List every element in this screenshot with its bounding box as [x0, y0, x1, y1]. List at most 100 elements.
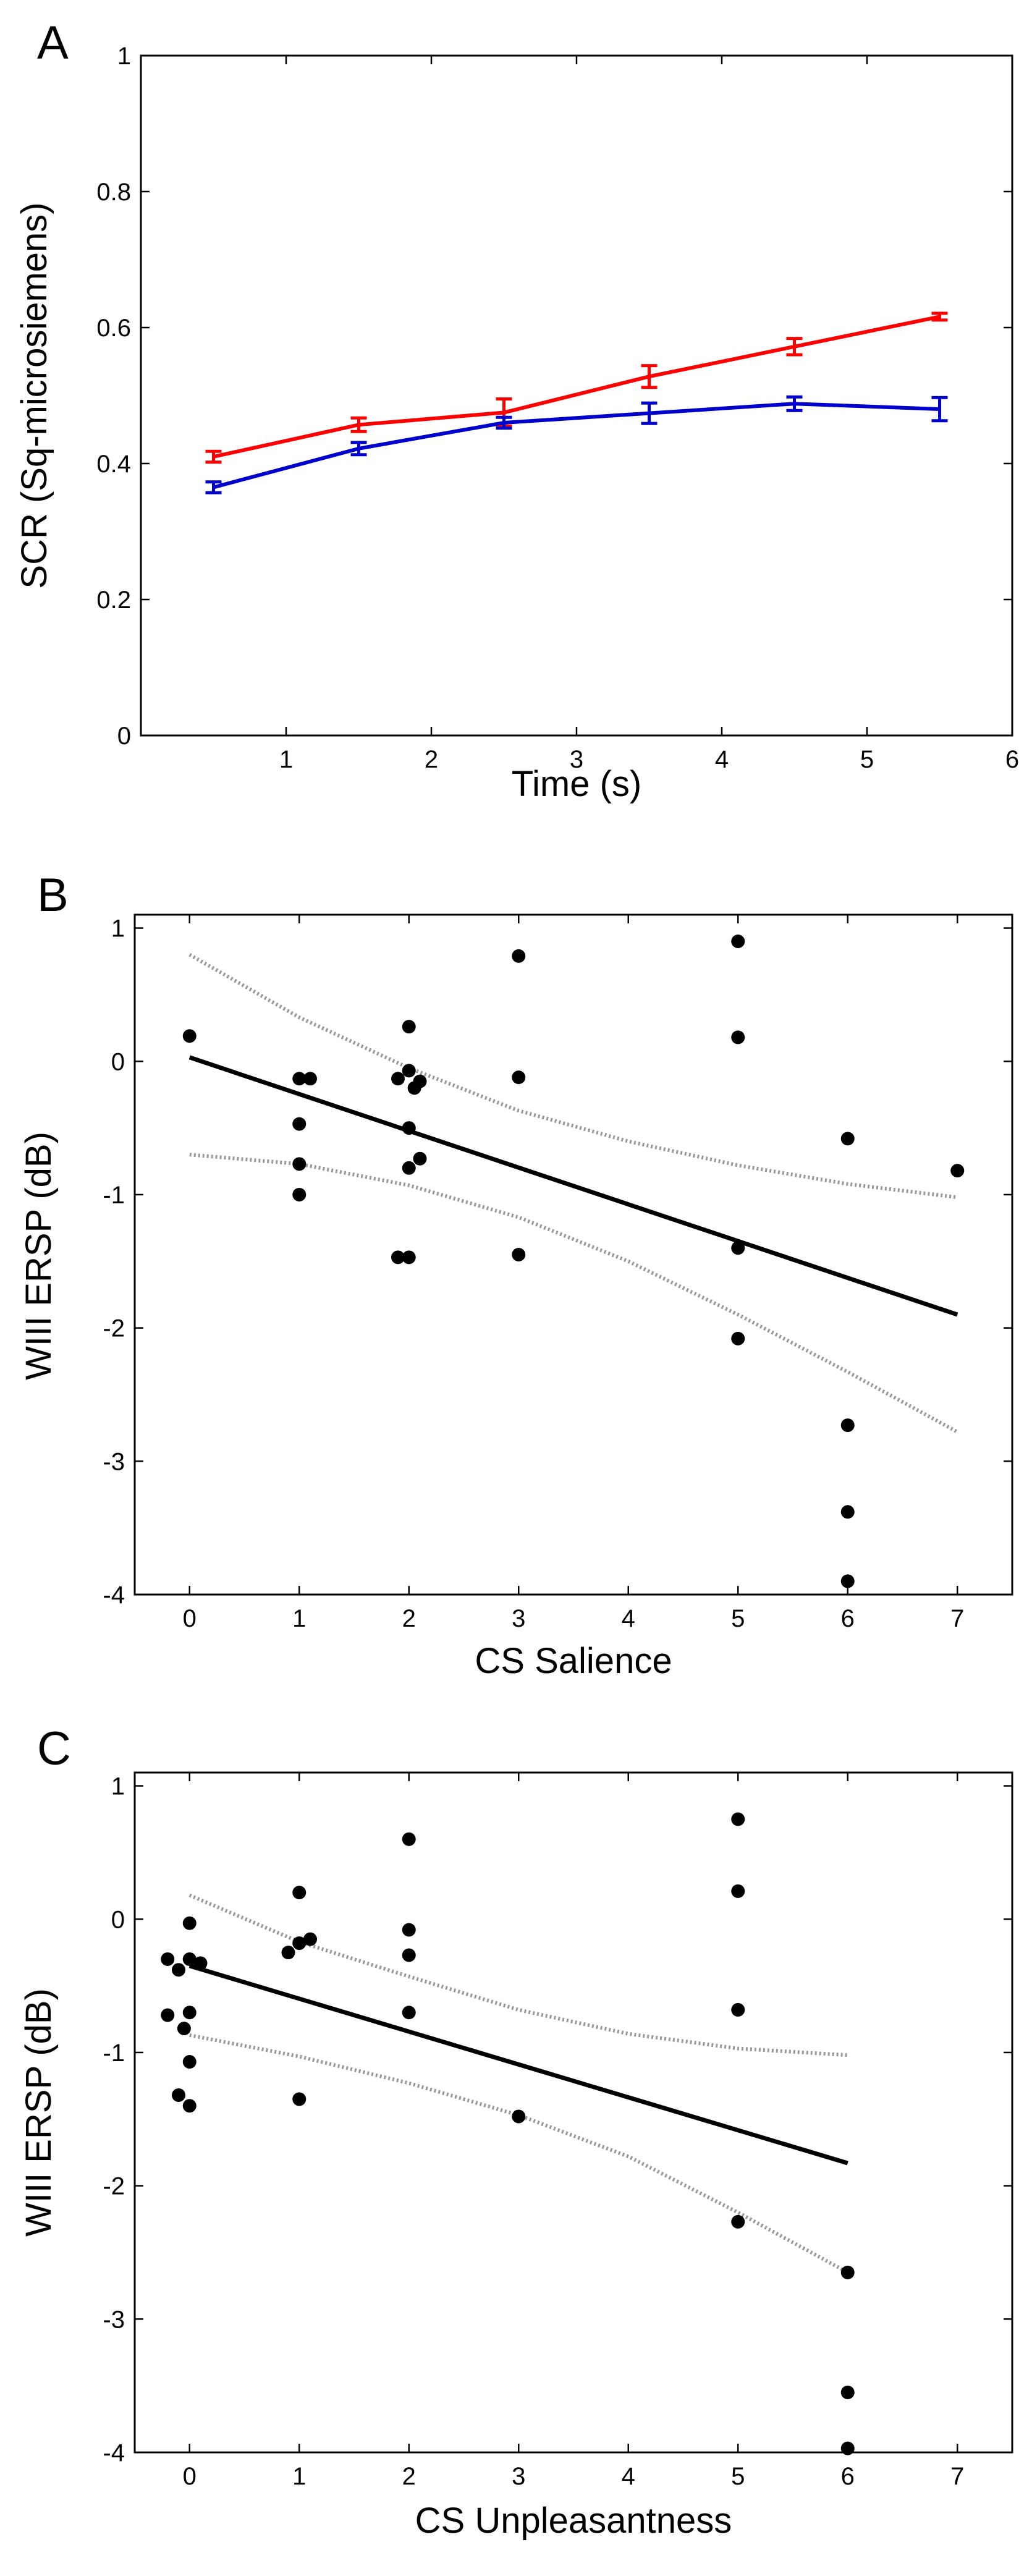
data-point — [172, 1963, 185, 1977]
data-point — [840, 1574, 855, 1588]
y-tick-label: 0.6 — [96, 315, 131, 342]
chart-a-svg: A 1 2 3 4 5 6 0 0.2 0.4 0.6 0.8 1 Time (s) SCR (Sq-… — [14, 17, 1019, 804]
x-tick-label: 1 — [292, 2463, 306, 2490]
y-tick-label: -3 — [103, 1448, 125, 1475]
data-point — [840, 1132, 855, 1146]
data-point — [512, 1248, 526, 1261]
y-tick-label: 0.2 — [96, 587, 131, 614]
x-tick-label: 0 — [183, 2463, 197, 2490]
data-point — [161, 2008, 175, 2022]
data-point — [182, 2006, 197, 2020]
y-tick-label: -3 — [103, 2306, 125, 2333]
data-point — [731, 2214, 745, 2229]
fit-c — [188, 1964, 848, 2166]
data-point — [172, 2088, 185, 2102]
panel-letter-b: B — [37, 869, 69, 922]
data-point — [292, 2092, 307, 2106]
ci-b — [188, 953, 958, 1434]
data-point — [292, 1886, 307, 1900]
error-bar-red — [931, 311, 948, 322]
data-point — [161, 1952, 175, 1966]
error-bar-blue — [641, 401, 658, 425]
ticks-b: 0 1 2 3 4 5 6 7 -4 -3 -2 -1 0 1 — [103, 915, 1012, 1632]
ci-lower-curve — [189, 2033, 849, 2274]
y-tick-label: 1 — [117, 43, 131, 70]
y-tick-label: 0 — [111, 1906, 125, 1933]
error-bar-blue — [350, 441, 367, 457]
data-point — [391, 1250, 405, 1265]
x-tick-label: 4 — [622, 2463, 635, 2490]
panel-a: A 1 2 3 4 5 6 0 0.2 0.4 0.6 0.8 1 Time (s) SCR (Sq-… — [0, 0, 1032, 860]
data-point — [182, 1029, 197, 1043]
x-tick-label: 3 — [570, 746, 583, 773]
regression-line — [188, 1055, 958, 1317]
data-point — [303, 1932, 317, 1946]
data-point — [731, 1884, 745, 1898]
data-point — [512, 1070, 526, 1085]
data-point — [182, 1952, 197, 1966]
data-point — [402, 1832, 416, 1846]
data-point — [402, 1121, 416, 1135]
data-point — [303, 1072, 317, 1086]
y-tick-label: -2 — [103, 1315, 125, 1342]
y-tick-label: 1 — [111, 1773, 125, 1800]
error-bar-red — [641, 364, 658, 389]
data-point — [840, 2385, 855, 2399]
data-point — [512, 949, 526, 963]
data-point — [840, 1418, 855, 1433]
data-point — [731, 1030, 745, 1044]
y-tick-label: -1 — [103, 2040, 125, 2067]
x-tick-label: 5 — [731, 2463, 745, 2490]
chart-b-svg: B 0 1 2 3 4 5 6 7 -4 -3 -2 -1 0 1 CS Salience WIII ER… — [19, 869, 1013, 1681]
error-bar-red — [786, 337, 803, 357]
error-bar-red — [350, 416, 367, 433]
data-point — [840, 2265, 855, 2279]
y-tick-label: -2 — [103, 2173, 125, 2200]
x-tick-label: 6 — [841, 2463, 855, 2490]
x-tick-label: 6 — [1005, 746, 1019, 773]
data-point — [840, 2441, 855, 2455]
data-point — [731, 1331, 745, 1345]
data-point — [292, 1936, 307, 1951]
y-axis-title-b: WIII ERSP (dB) — [19, 1132, 59, 1380]
x-tick-label: 6 — [841, 1605, 855, 1632]
data-point — [281, 1946, 295, 1960]
x-tick-label: 5 — [860, 746, 874, 773]
y-tick-label: -4 — [103, 2439, 125, 2467]
plot-frame-c — [133, 1771, 1013, 2454]
data-point — [413, 1074, 427, 1088]
data-point — [182, 2055, 197, 2069]
data-point — [402, 1250, 416, 1265]
x-tick-label: 7 — [950, 1605, 964, 1632]
y-tick-label: 0.4 — [96, 451, 131, 478]
ci-upper-curve — [188, 953, 958, 1200]
points-c — [161, 1812, 855, 2455]
x-axis-title-a: Time (s) — [512, 764, 641, 804]
data-point — [182, 1916, 197, 1930]
data-point — [182, 2099, 197, 2113]
data-point — [292, 1072, 307, 1086]
data-point — [731, 2002, 745, 2017]
error-bar-blue — [496, 415, 512, 430]
x-tick-label: 2 — [425, 746, 438, 773]
x-tick-label: 2 — [402, 1605, 416, 1632]
y-tick-label: 0 — [111, 1048, 125, 1075]
x-axis-title-b: CS Salience — [475, 1641, 672, 1681]
y-axis-title-c: WIII ERSP (dB) — [19, 1988, 59, 2237]
y-tick-label: -4 — [103, 1582, 125, 1609]
data-point — [402, 1161, 416, 1175]
ticks-a: 1 2 3 4 5 6 0 0.2 0.4 0.6 0.8 1 — [96, 43, 1019, 773]
y-tick-label: 0 — [117, 722, 131, 750]
series-line-red — [213, 315, 941, 459]
data-point — [402, 1923, 416, 1937]
data-point — [193, 1956, 208, 1970]
error-bar-blue — [931, 396, 948, 423]
plot-frame-b — [133, 913, 1013, 1596]
panel-letter-a: A — [37, 17, 69, 69]
data-point — [512, 2109, 526, 2124]
series-a — [205, 311, 948, 494]
y-tick-label: 0.8 — [96, 179, 131, 206]
fit-b — [188, 1055, 958, 1317]
y-tick-label: -1 — [103, 1182, 125, 1209]
y-axis-title-a: SCR (Sq-microsiemens) — [14, 202, 54, 588]
